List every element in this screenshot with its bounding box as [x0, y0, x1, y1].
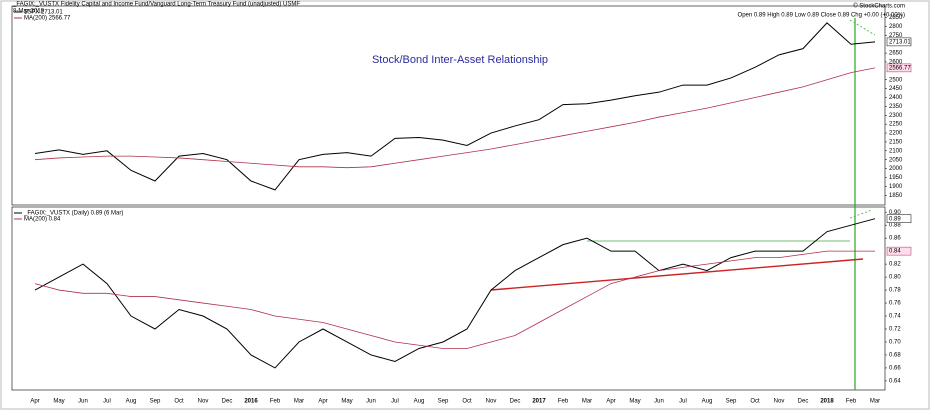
x-tick-label: Nov — [774, 399, 785, 405]
x-tick-label: Aug — [126, 399, 137, 405]
y-tick-label: 2750 — [889, 33, 903, 39]
y-tick-label: 0.66 — [889, 366, 901, 372]
x-tick-label: Sep — [438, 399, 449, 405]
y-tick-label: 0.70 — [889, 340, 901, 346]
value-tag: 2566.77 — [889, 65, 911, 71]
x-tick-label: Sep — [726, 399, 737, 405]
x-tick-label: Jun — [654, 399, 664, 405]
x-tick-label: May — [53, 399, 64, 405]
value-tag: 2713.01 — [889, 39, 911, 45]
y-tick-label: 0.68 — [889, 353, 901, 359]
x-tick-label: 2018 — [820, 399, 834, 405]
credit: © StockCharts.com — [853, 3, 905, 10]
value-tag-box — [886, 246, 912, 256]
value-tag: 0.84 — [889, 249, 901, 255]
y-tick-label: 0.64 — [889, 378, 901, 384]
series-line — [34, 250, 875, 349]
date: 8-Mar-2018 — [13, 9, 45, 15]
y-tick-label: 2500 — [889, 77, 903, 83]
x-tick-label: Mar — [582, 399, 592, 405]
x-tick-label: Feb — [558, 399, 569, 405]
x-tick-label: Dec — [798, 399, 809, 405]
x-tick-label: Aug — [414, 399, 425, 405]
x-tick-label: Nov — [198, 399, 209, 405]
x-tick-label: Oct — [462, 399, 472, 405]
y-tick-label: 2350 — [889, 104, 903, 110]
y-tick-label: 0.90 — [889, 210, 901, 216]
y-tick-label: 1900 — [889, 184, 903, 190]
value-tag: 0.89 — [889, 216, 901, 222]
x-tick-label: Nov — [486, 399, 497, 405]
x-tick-label: Mar — [294, 399, 304, 405]
bottom-panel — [11, 206, 886, 391]
y-tick-label: 2850 — [889, 15, 903, 21]
x-tick-label: Dec — [222, 399, 233, 405]
x-tick-label: 2016 — [244, 399, 258, 405]
y-tick-label: 2300 — [889, 113, 903, 119]
series-line — [34, 218, 876, 369]
x-tick-label: Aug — [702, 399, 713, 405]
x-tick-label: May — [341, 399, 352, 405]
legend-entry: _FAGIX:_VUSTX (Daily) 0.89 (6 Mar) — [23, 211, 123, 217]
annotation: Stock/Bond Inter-Asset Relationship — [372, 54, 548, 66]
x-tick-label: Jul — [391, 399, 399, 405]
x-tick-label: Oct — [750, 399, 760, 405]
x-tick-label: Feb — [846, 399, 857, 405]
x-tick-label: Apr — [606, 399, 615, 405]
y-tick-label: 0.82 — [889, 262, 901, 268]
y-tick-label: 0.74 — [889, 314, 901, 320]
y-tick-label: 2650 — [889, 51, 903, 57]
x-tick-label: Sep — [150, 399, 161, 405]
y-tick-label: 2000 — [889, 166, 903, 172]
y-tick-label: 2050 — [889, 157, 903, 163]
y-tick-label: 2150 — [889, 140, 903, 146]
x-tick-label: Jul — [103, 399, 111, 405]
x-tick-label: May — [629, 399, 640, 405]
quote: Open 0.89 High 0.89 Low 0.89 Close 0.89 … — [738, 13, 905, 19]
x-tick-label: Jun — [78, 399, 88, 405]
value-tag-box — [886, 63, 912, 73]
y-tick-label: 0.88 — [889, 223, 901, 229]
value-tag-box — [886, 214, 912, 223]
legend-entry: MA(200) 0.84 — [24, 217, 61, 223]
x-tick-label: Apr — [30, 399, 39, 405]
y-tick-label: 2400 — [889, 95, 903, 101]
y-tick-label: 2250 — [889, 122, 903, 128]
y-tick-label: 2800 — [889, 24, 903, 30]
series-line — [34, 67, 876, 169]
y-tick-label: 0.80 — [889, 275, 901, 281]
x-tick-label: Mar — [870, 399, 880, 405]
legend-entry: MA(200) 2566.77 — [24, 16, 71, 22]
y-tick-label: 0.76 — [889, 301, 901, 307]
y-tick-label: 2100 — [889, 148, 903, 154]
top-panel — [11, 5, 886, 206]
trend-line — [490, 258, 864, 291]
y-tick-label: 0.78 — [889, 288, 901, 294]
y-tick-label: 1850 — [889, 193, 903, 199]
x-tick-label: Jul — [679, 399, 687, 405]
x-tick-label: Oct — [174, 399, 184, 405]
x-tick-label: Apr — [318, 399, 327, 405]
x-tick-label: Jun — [366, 399, 376, 405]
y-tick-label: 0.72 — [889, 327, 901, 333]
series-line — [34, 22, 876, 191]
x-tick-label: Dec — [510, 399, 521, 405]
x-tick-label: Feb — [270, 399, 281, 405]
y-tick-label: 1950 — [889, 175, 903, 181]
trend-line — [849, 19, 876, 36]
chart-title: _FAGIX:_VUSTX Fidelity Capital and Incom… — [12, 2, 300, 8]
value-tag-box — [886, 37, 912, 47]
y-tick-label: 2450 — [889, 86, 903, 92]
y-tick-label: 2600 — [889, 60, 903, 66]
y-tick-label: 2200 — [889, 131, 903, 137]
y-tick-label: 0.86 — [889, 236, 901, 242]
x-tick-label: 2017 — [532, 399, 546, 405]
legend-entry: $SPX 2713.01 — [24, 10, 63, 16]
